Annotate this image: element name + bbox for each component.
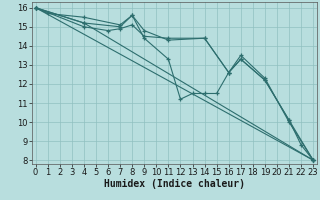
X-axis label: Humidex (Indice chaleur): Humidex (Indice chaleur) <box>104 179 245 189</box>
